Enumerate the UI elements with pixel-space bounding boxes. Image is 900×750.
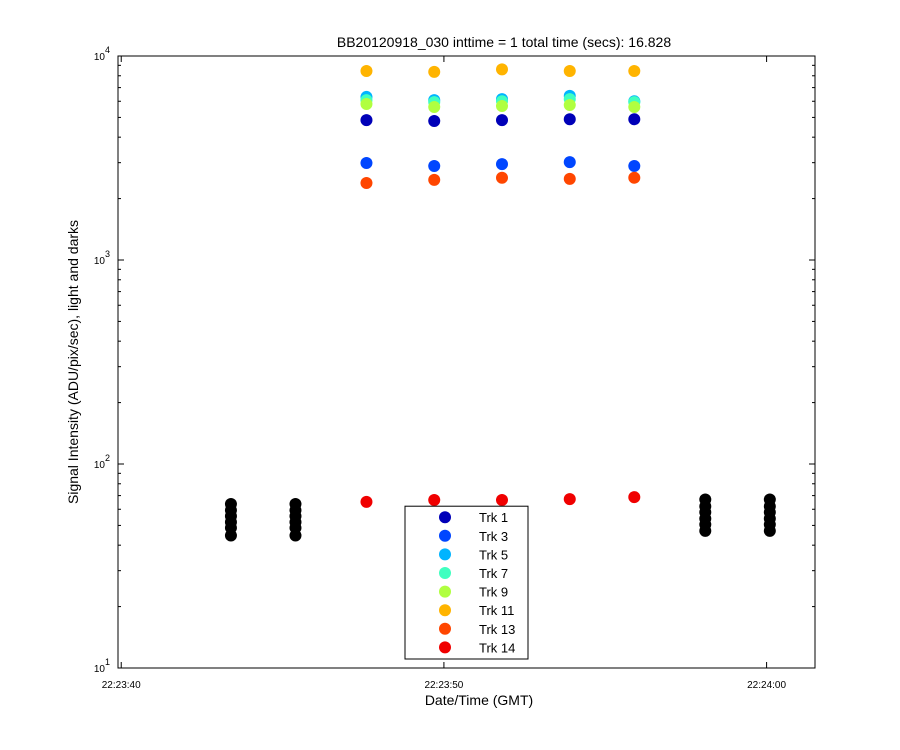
- legend-label: Trk 7: [479, 566, 508, 581]
- scatter-point: [428, 65, 441, 78]
- legend-label: Trk 11: [479, 603, 514, 618]
- legend-label: Trk 9: [479, 585, 508, 600]
- y-tick-exponent: 2: [105, 453, 110, 463]
- legend-marker: [439, 641, 451, 654]
- scatter-point: [563, 99, 576, 112]
- legend-label: Trk 5: [479, 547, 508, 562]
- scatter-point: [495, 171, 508, 184]
- scatter-point: [628, 491, 641, 504]
- scatter-point: [224, 529, 237, 542]
- x-axis-label: Date/Time (GMT): [425, 692, 533, 708]
- scatter-point: [628, 159, 641, 172]
- scatter-point: [495, 158, 508, 171]
- scatter-point: [628, 171, 641, 184]
- y-tick-exponent: 3: [105, 249, 110, 259]
- scatter-point: [428, 173, 441, 186]
- scatter-point: [360, 176, 373, 189]
- scatter-point: [628, 65, 641, 78]
- scatter-point: [360, 156, 373, 169]
- legend-label: Trk 14: [479, 640, 515, 655]
- x-tick-label: 22:23:50: [424, 680, 463, 691]
- scatter-point: [360, 65, 373, 78]
- scatter-point: [428, 115, 441, 128]
- scatter-point: [360, 495, 373, 508]
- legend-box: [404, 505, 529, 660]
- y-tick-exponent: 4: [105, 45, 110, 55]
- y-tick-label: 104: [94, 45, 110, 63]
- legend-label: Trk 1: [479, 510, 508, 525]
- y-tick-label: 102: [94, 453, 110, 471]
- legend-marker: [439, 511, 451, 524]
- legend-marker: [439, 529, 451, 542]
- scatter-point: [628, 101, 641, 114]
- scatter-point: [428, 101, 441, 114]
- scatter-point: [763, 524, 776, 537]
- scatter-point: [428, 494, 441, 507]
- x-tick-label: 22:23:40: [102, 680, 141, 691]
- y-tick-label: 101: [94, 657, 110, 675]
- scatter-point: [428, 159, 441, 172]
- scatter-point: [628, 113, 641, 126]
- legend-marker: [439, 622, 451, 635]
- scatter-point: [495, 99, 508, 112]
- legend-marker: [439, 548, 451, 561]
- scatter-point: [495, 63, 508, 76]
- y-tick-base: 10: [94, 52, 106, 63]
- scatter-point: [699, 524, 712, 537]
- scatter-point: [563, 156, 576, 169]
- scatter-point: [360, 97, 373, 110]
- scatter-point: [360, 114, 373, 127]
- scatter-point: [495, 494, 508, 507]
- legend-label: Trk 13: [479, 622, 515, 637]
- legend-marker: [439, 604, 451, 617]
- chart-title: BB20120918_030 inttime = 1 total time (s…: [337, 34, 671, 50]
- scatter-point: [563, 65, 576, 78]
- scatter-point: [563, 493, 576, 506]
- plot-area: [117, 55, 816, 669]
- y-tick-base: 10: [94, 664, 106, 675]
- y-tick-base: 10: [94, 256, 106, 267]
- y-tick-label: 103: [94, 249, 110, 267]
- legend-marker: [439, 585, 451, 598]
- scatter-point: [563, 172, 576, 185]
- y-tick-exponent: 1: [105, 657, 110, 667]
- scatter-point: [289, 529, 302, 542]
- scatter-point: [495, 114, 508, 127]
- scatter-point: [563, 113, 576, 126]
- y-axis-label: Signal Intensity (ADU/pix/sec), light an…: [65, 220, 81, 504]
- y-tick-base: 10: [94, 460, 106, 471]
- legend-label: Trk 3: [479, 529, 508, 544]
- legend-marker: [439, 567, 451, 579]
- x-tick-label: 22:24:00: [747, 680, 786, 691]
